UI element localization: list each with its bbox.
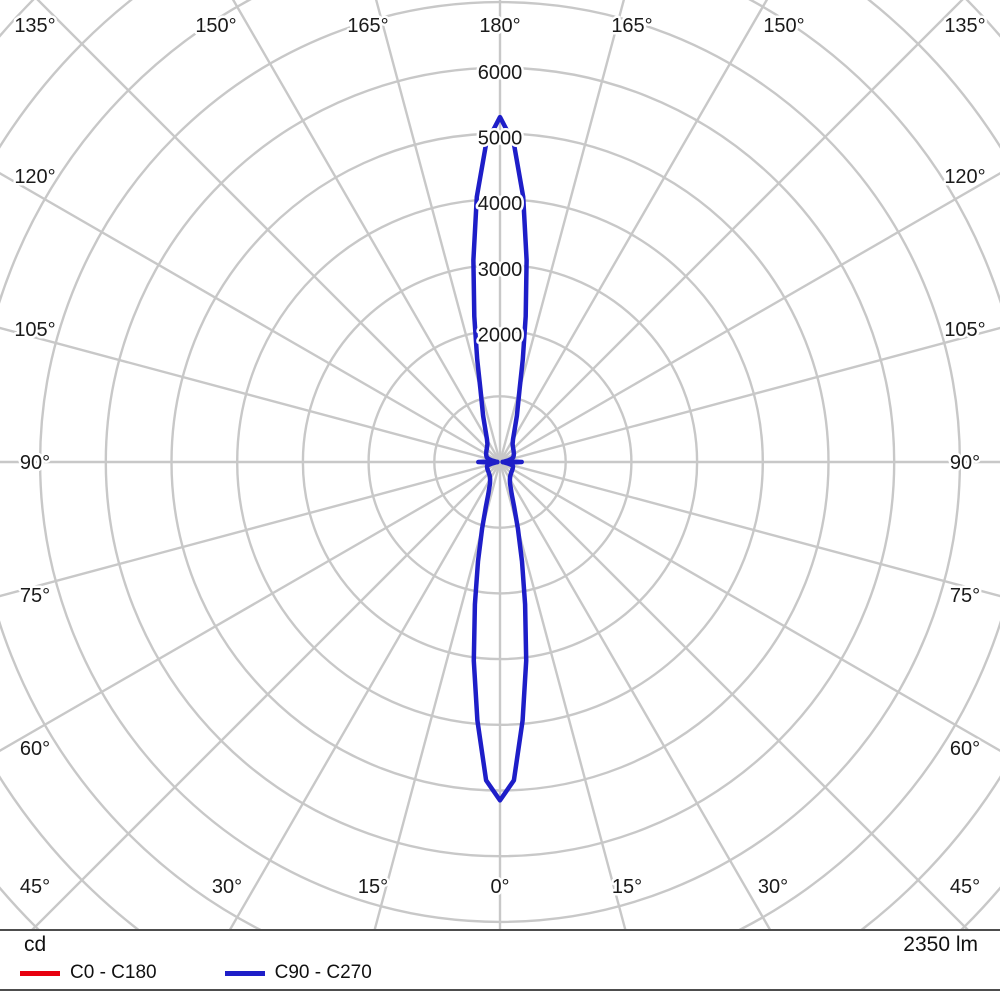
divider-top	[0, 929, 1000, 931]
grid-ray	[188, 461, 502, 1000]
angle-label: 0°	[490, 876, 509, 898]
angle-label: 105°	[14, 319, 55, 341]
radial-tick-label: 4000	[478, 193, 523, 215]
radial-tick-label: 6000	[478, 62, 523, 84]
grid-ray	[36, 0, 501, 463]
angle-label: 150°	[763, 15, 804, 37]
legend-swatch-c90-c270	[224, 970, 265, 976]
angle-label: 15°	[358, 876, 388, 898]
radial-tick-label: 3000	[478, 259, 523, 281]
legend-label-c0-c180: C0 - C180	[70, 962, 157, 983]
angle-label: 105°	[944, 319, 985, 341]
angle-label: 120°	[944, 166, 985, 188]
grid-ray	[0, 461, 501, 964]
legend-swatch-c0-c180	[20, 970, 60, 976]
angle-label: 30°	[758, 876, 788, 898]
angle-label: 30°	[212, 876, 242, 898]
grid-ray	[499, 171, 1000, 464]
angle-label: 150°	[195, 15, 236, 37]
angle-label: 90°	[20, 452, 50, 474]
angle-label: 75°	[20, 585, 50, 607]
angle-label: 60°	[950, 738, 980, 760]
grid-ray	[374, 0, 502, 463]
legend: C0 - C180 C90 - C270	[20, 961, 372, 985]
angle-label: 135°	[944, 15, 985, 37]
grid-ray	[0, 460, 501, 598]
angle-label: 45°	[20, 876, 50, 898]
unit-label: cd	[24, 933, 47, 956]
grid-ray	[498, 461, 812, 1000]
grid-ray	[0, 326, 501, 464]
grid-ray	[231, 0, 502, 463]
legend-item-c0-c180: C0 - C180	[20, 962, 157, 984]
angle-label: 165°	[611, 15, 652, 37]
curve-c90-c270	[471, 114, 529, 803]
angle-label: 75°	[950, 585, 980, 607]
angle-label: 15°	[612, 876, 642, 898]
angle-label: 135°	[14, 15, 55, 37]
grid-ray	[0, 460, 501, 753]
angle-label: 45°	[950, 876, 980, 898]
grid-ray	[498, 0, 626, 463]
grid-ray	[498, 0, 769, 463]
angle-label: 90°	[950, 452, 980, 474]
grid-ray	[499, 460, 1000, 753]
grid-ray	[354, 461, 502, 1000]
grid-ray	[499, 0, 964, 463]
radial-tick-label: 2000	[478, 325, 523, 347]
angle-label: 180°	[479, 15, 520, 37]
grid-ray	[499, 460, 1000, 598]
radial-tick-label: 5000	[478, 128, 523, 150]
divider-bottom	[0, 989, 1000, 991]
luminous-flux-label: 2350 lm	[903, 933, 978, 956]
grid-ray	[499, 461, 1000, 964]
grid-ray	[0, 171, 501, 464]
grid-ray	[498, 461, 646, 1000]
legend-item-c90-c270: C90 - C270	[224, 962, 372, 984]
angle-label: 120°	[14, 166, 55, 188]
angle-label: 165°	[347, 15, 388, 37]
grid-ray	[499, 326, 1000, 464]
angle-label: 60°	[20, 738, 50, 760]
legend-label-c90-c270: C90 - C270	[274, 962, 372, 983]
